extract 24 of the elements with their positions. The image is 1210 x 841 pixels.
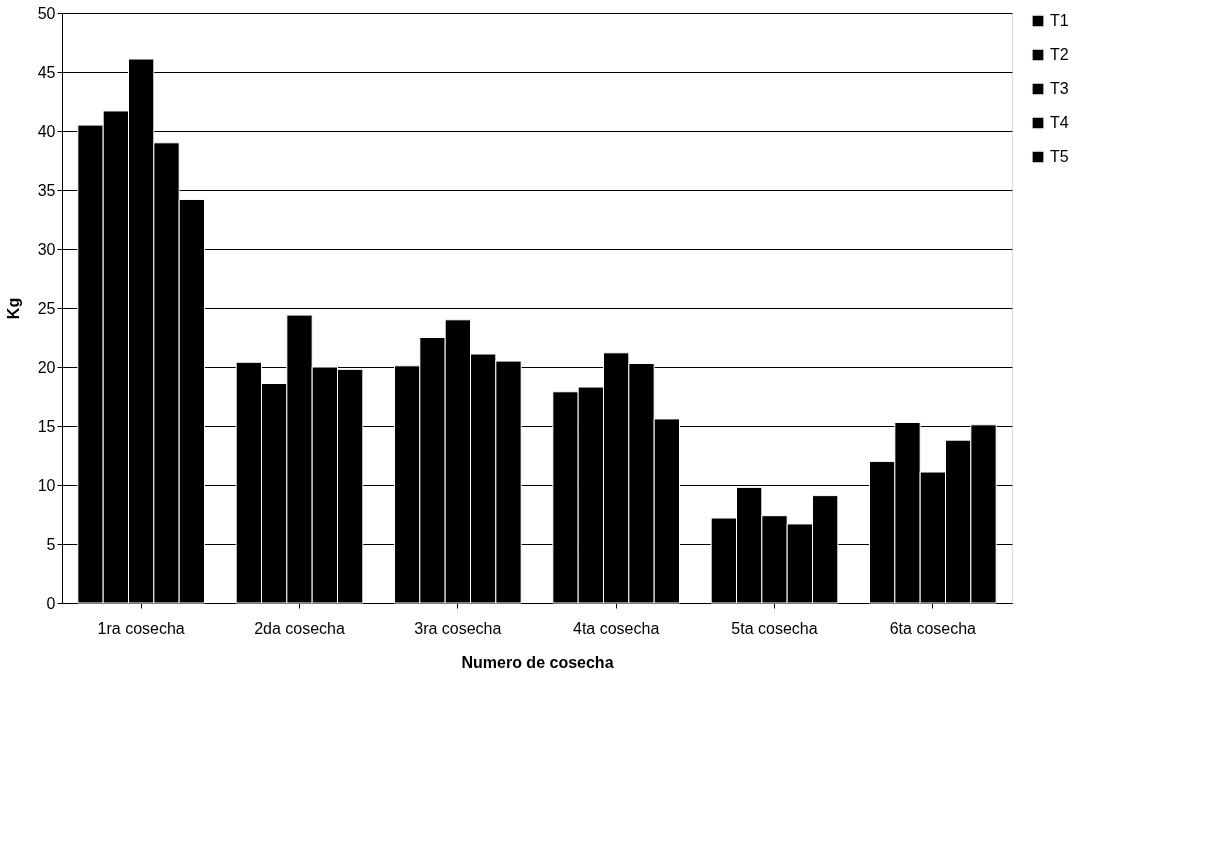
y-tick-label: 0 <box>46 594 56 612</box>
y-tick-label: 40 <box>37 122 56 140</box>
y-axis-title: Kg <box>4 297 22 320</box>
y-tick-label: 5 <box>46 535 56 553</box>
x-tick-label: 6ta cosecha <box>889 619 977 637</box>
x-tick-label: 3ra cosecha <box>414 619 502 637</box>
x-tick-label: 1ra cosecha <box>97 619 185 637</box>
x-tick-label: 4ta cosecha <box>573 619 660 637</box>
y-tick-label: 15 <box>37 417 56 435</box>
y-tick-label: 25 <box>37 299 56 317</box>
legend-label: T4 <box>1050 114 1069 131</box>
y-tick-label: 10 <box>37 476 56 494</box>
legend-label: T5 <box>1050 148 1069 165</box>
x-tick-label: 5ta cosecha <box>731 619 818 637</box>
y-tick-label: 20 <box>37 358 56 376</box>
y-tick-label: 45 <box>37 63 56 81</box>
legend-label: T1 <box>1050 12 1069 29</box>
y-tick-label: 50 <box>37 4 56 22</box>
y-tick-label: 35 <box>37 181 56 199</box>
y-tick-label: 30 <box>37 240 56 258</box>
x-tick-label: 2da cosecha <box>254 619 345 637</box>
x-axis-title: Numero de cosecha <box>461 653 614 671</box>
legend-label: T2 <box>1050 46 1069 63</box>
legend-label: T3 <box>1050 80 1069 97</box>
